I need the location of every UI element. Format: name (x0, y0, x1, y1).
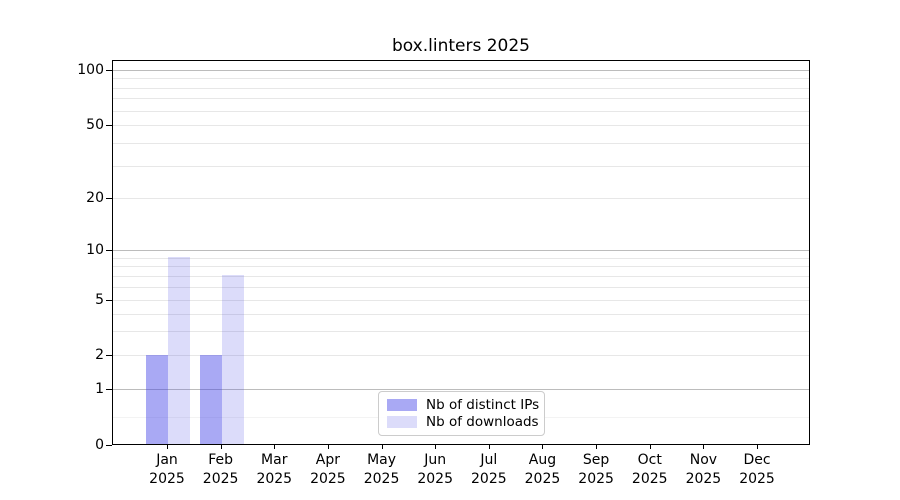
x-tick-label: Aug 2025 (510, 451, 574, 489)
y-gridline-minor (113, 87, 809, 89)
y-gridline-minor (113, 165, 809, 167)
x-tick-month: Aug (528, 452, 557, 468)
legend-label: Nb of downloads (426, 414, 539, 431)
x-tick-month: Apr (315, 452, 341, 468)
x-tick-mark (435, 445, 437, 449)
x-tick-year: 2025 (471, 471, 507, 487)
y-gridline-minor (113, 197, 809, 199)
x-tick-year: 2025 (739, 471, 775, 487)
bar-nb-of-downloads-jan (168, 256, 190, 444)
y-gridline-minor (113, 330, 809, 332)
x-tick-year: 2025 (256, 471, 293, 487)
x-tick-mark (596, 445, 598, 449)
x-tick-label: Feb 2025 (189, 451, 253, 489)
x-tick-year: 2025 (149, 471, 185, 487)
y-gridline-minor (113, 78, 809, 80)
y-gridline-minor (113, 98, 809, 100)
y-gridline-minor (113, 142, 809, 144)
legend: Nb of distinct IPs Nb of downloads (378, 391, 545, 436)
y-tick-mark (106, 445, 112, 446)
y-gridline-major (113, 388, 809, 390)
x-tick-label: Oct 2025 (618, 451, 682, 489)
y-tick-mark (106, 124, 112, 126)
x-tick-label: Mar 2025 (242, 451, 306, 489)
x-tick-year: 2025 (685, 471, 722, 487)
y-tick-label: 0 (95, 437, 104, 453)
y-gridline-minor (113, 266, 809, 268)
y-gridline-major (113, 249, 809, 251)
x-tick-mark (488, 445, 490, 449)
y-gridline-minor (113, 257, 809, 259)
x-tick-month: Nov (689, 452, 718, 468)
bar-nb-of-downloads-feb (221, 274, 244, 444)
x-tick-year: 2025 (631, 471, 668, 487)
x-tick-mark (167, 445, 168, 449)
y-gridline-minor (113, 286, 809, 288)
y-gridline-minor (113, 355, 809, 357)
y-tick-label: 100 (77, 62, 104, 78)
y-tick-label: 20 (86, 189, 104, 206)
bar-nb-of-distinct-ips-jan (146, 354, 168, 444)
y-gridline-minor (113, 110, 809, 112)
y-tick-label: 5 (95, 292, 104, 308)
legend-item: Nb of downloads (387, 414, 539, 431)
x-tick-label: Jul 2025 (457, 451, 521, 489)
y-tick-label: 1 (95, 380, 104, 397)
x-tick-year: 2025 (524, 471, 561, 487)
x-tick-mark (542, 445, 544, 449)
x-tick-year: 2025 (310, 471, 346, 487)
y-gridline-minor (113, 124, 809, 126)
plot-area (112, 60, 810, 445)
y-tick-mark (106, 388, 112, 390)
x-tick-label: Apr 2025 (296, 451, 360, 489)
y-tick-label: 10 (86, 241, 104, 258)
y-gridline-minor (113, 313, 809, 315)
x-tick-month: May (367, 452, 397, 468)
x-tick-mark (757, 445, 759, 449)
x-tick-month: Oct (637, 452, 662, 468)
x-tick-mark (327, 445, 329, 449)
y-tick-mark (106, 249, 112, 251)
y-tick-label: 2 (95, 347, 104, 364)
legend-label: Nb of distinct IPs (426, 396, 540, 413)
x-tick-label: Sep 2025 (564, 451, 628, 489)
x-tick-month: Sep (582, 452, 610, 468)
x-tick-mark (381, 445, 383, 449)
y-tick-mark (106, 300, 112, 301)
x-tick-month: Dec (743, 452, 771, 468)
x-tick-month: Jan (156, 452, 178, 468)
x-tick-mark (703, 445, 705, 449)
y-gridline-minor (113, 300, 809, 301)
x-tick-year: 2025 (363, 471, 400, 487)
y-tick-mark (106, 197, 112, 199)
x-tick-label: May 2025 (350, 451, 414, 489)
x-tick-mark (649, 445, 651, 449)
x-tick-mark (220, 445, 222, 449)
x-tick-year: 2025 (202, 471, 239, 487)
x-tick-label: Nov 2025 (671, 451, 735, 489)
y-gridline-major (113, 70, 809, 71)
x-tick-month: Jun (424, 452, 447, 468)
x-tick-month: Mar (261, 452, 288, 468)
y-tick-label: 50 (86, 116, 104, 133)
legend-swatch (387, 398, 417, 411)
x-tick-label: Dec 2025 (725, 451, 789, 489)
x-tick-label: Jan 2025 (135, 451, 199, 489)
x-tick-label: Jun 2025 (403, 451, 467, 489)
y-tick-mark (106, 70, 112, 71)
chart-title: box.linters 2025 (392, 36, 530, 56)
y-gridline-minor (113, 275, 809, 277)
x-tick-mark (274, 445, 276, 449)
x-tick-year: 2025 (578, 471, 614, 487)
x-tick-year: 2025 (417, 471, 453, 487)
x-tick-month: Feb (208, 452, 234, 468)
legend-swatch (387, 416, 417, 429)
x-tick-month: Jul (480, 452, 498, 468)
y-tick-mark (106, 355, 112, 357)
bar-nb-of-distinct-ips-feb (199, 354, 222, 444)
legend-item: Nb of distinct IPs (387, 396, 540, 413)
